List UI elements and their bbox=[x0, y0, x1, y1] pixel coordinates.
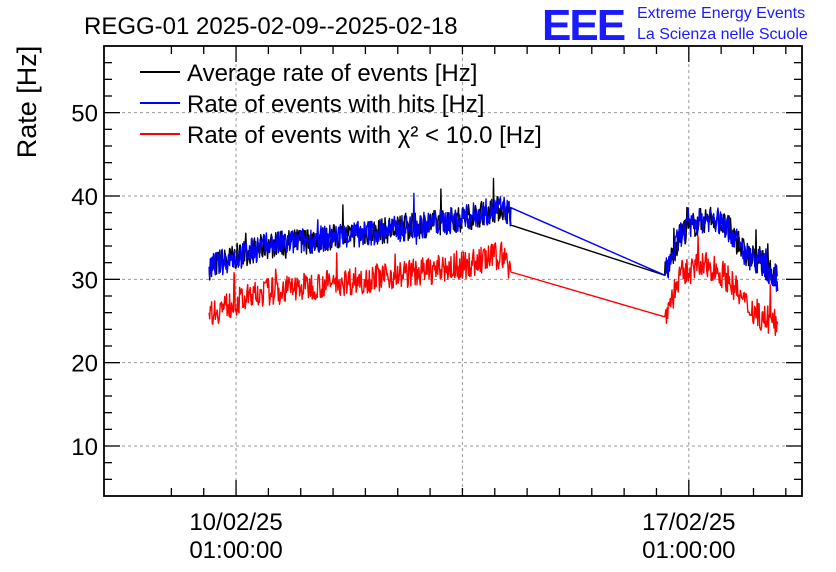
legend-label: Rate of events with hits [Hz] bbox=[187, 91, 484, 118]
y-tick-label: 50 bbox=[71, 101, 98, 128]
eee-logo: EEE Extreme Energy Events La Scienza nel… bbox=[542, 1, 808, 50]
x-tick-label: 01:00:00 bbox=[642, 537, 735, 564]
y-tick-label: 30 bbox=[71, 267, 98, 294]
logo-line1: Extreme Energy Events bbox=[637, 5, 805, 22]
legend-label: Rate of events with χ² < 10.0 [Hz] bbox=[187, 122, 542, 149]
series-line-2 bbox=[208, 235, 779, 336]
y-tick-label: 10 bbox=[71, 434, 98, 461]
plot-frame bbox=[103, 45, 803, 497]
x-tick-label: 17/02/25 bbox=[642, 509, 735, 536]
series-line-1 bbox=[208, 192, 779, 292]
axis-ticks: 102030405010/02/2501:00:0017/02/2501:00:… bbox=[71, 46, 802, 564]
plot-border bbox=[103, 45, 803, 497]
y-axis-title: Rate [Hz] bbox=[12, 46, 42, 159]
legend: Average rate of events [Hz] Rate of event… bbox=[140, 60, 542, 149]
grid bbox=[104, 46, 802, 496]
logo-mark: EEE bbox=[542, 1, 625, 50]
y-tick-label: 40 bbox=[71, 184, 98, 211]
logo-line2: La Scienza nelle Scuole bbox=[637, 26, 808, 43]
series-line-0 bbox=[208, 177, 778, 287]
x-tick-label: 01:00:00 bbox=[189, 537, 282, 564]
y-tick-label: 20 bbox=[71, 351, 98, 378]
chart-title: REGG-01 2025-02-09--2025-02-18 bbox=[84, 13, 458, 40]
series-layer bbox=[208, 177, 779, 336]
legend-label: Average rate of events [Hz] bbox=[187, 60, 477, 87]
x-tick-label: 10/02/25 bbox=[189, 509, 282, 536]
